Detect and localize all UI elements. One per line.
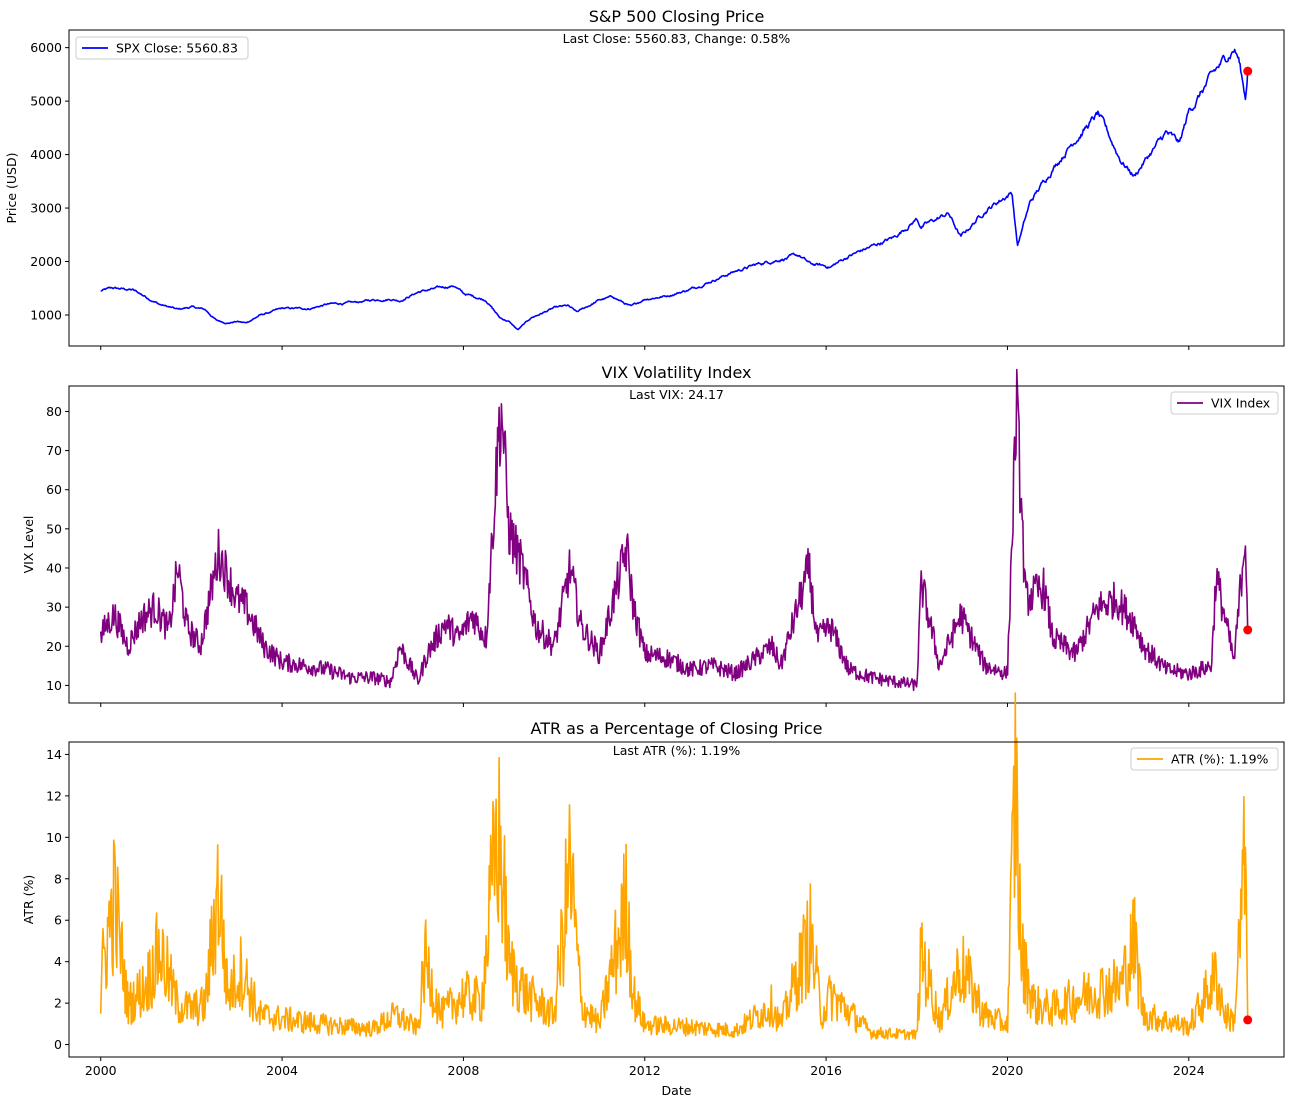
chart-1-ytick-label: 1000 — [30, 307, 62, 322]
chart-1-legend-box — [75, 36, 249, 60]
chart-1-series-line — [100, 48, 1249, 331]
chart-3-ytick-label: 10 — [46, 830, 62, 845]
chart-2-legend-box — [1170, 391, 1279, 415]
chart-3-xtick-label: 2012 — [629, 1063, 661, 1078]
chart-2-ytick-label: 40 — [46, 560, 62, 575]
chart-3-ytick-label: 8 — [54, 871, 62, 886]
chart-3-xtick-label: 2016 — [810, 1063, 842, 1078]
chart-1-title: S&P 500 Closing Price — [589, 7, 765, 26]
chart-3-title: ATR as a Percentage of Closing Price — [531, 719, 823, 738]
chart-2-annotation: Last VIX: 24.17 — [629, 387, 724, 402]
chart-3-ytick-label: 12 — [46, 788, 62, 803]
chart-3-xlabel: Date — [662, 1083, 692, 1098]
chart-3-ytick-label: 4 — [54, 954, 62, 969]
chart-3-ytick-label: 14 — [46, 747, 62, 762]
chart-1-ytick-label: 2000 — [30, 254, 62, 269]
chart-3-xtick-label: 2008 — [448, 1063, 480, 1078]
chart-2-ytick-label: 30 — [46, 600, 62, 615]
chart-3-ytick-label: 2 — [54, 996, 62, 1011]
chart-3-annotation: Last ATR (%): 1.19% — [613, 743, 741, 758]
chart-1-ytick-label: 3000 — [30, 201, 62, 216]
chart-1-legend-label: SPX Close: 5560.83 — [116, 41, 238, 56]
chart-2-ytick-label: 50 — [46, 521, 62, 536]
chart-2-ytick-label: 80 — [46, 404, 62, 419]
chart-3-ytick-label: 0 — [54, 1037, 62, 1052]
chart-2-frame — [68, 385, 1285, 704]
chart-2-ylabel: VIX Level — [21, 516, 36, 574]
chart-3-ytick-label: 6 — [54, 913, 62, 928]
chart-1-ytick-label: 5000 — [30, 94, 62, 109]
chart-3-last-point-marker — [1243, 1015, 1253, 1025]
chart-2-legend-label: VIX Index — [1211, 396, 1270, 411]
chart-3-xtick-label: 2004 — [266, 1063, 298, 1078]
chart-1-ylabel: Price (USD) — [4, 153, 19, 224]
chart-2-last-point-marker — [1243, 625, 1253, 635]
chart-1-ytick-label: 4000 — [30, 147, 62, 162]
chart-2-series-line — [99, 368, 1249, 692]
chart-2-ytick-label: 20 — [46, 639, 62, 654]
chart-1-annotation: Last Close: 5560.83, Change: 0.58% — [563, 31, 791, 46]
chart-3-series-line — [99, 692, 1249, 1041]
chart-2-ytick-label: 60 — [46, 482, 62, 497]
chart-2-ytick-label: 10 — [46, 678, 62, 693]
chart-2-title: VIX Volatility Index — [602, 363, 752, 382]
chart-1-last-point-marker — [1243, 66, 1253, 76]
chart-3-frame — [68, 741, 1285, 1058]
chart-3-ylabel: ATR (%) — [21, 875, 36, 925]
chart-3-legend-label: ATR (%): 1.19% — [1171, 752, 1269, 767]
chart-3-xtick-label: 2000 — [85, 1063, 117, 1078]
chart-3-legend-box — [1130, 747, 1279, 771]
chart-2-ytick-label: 70 — [46, 443, 62, 458]
chart-3-xtick-label: 2024 — [1173, 1063, 1205, 1078]
chart-1-frame — [68, 29, 1285, 347]
chart-3-xtick-label: 2020 — [992, 1063, 1024, 1078]
chart-1-ytick-label: 6000 — [30, 40, 62, 55]
